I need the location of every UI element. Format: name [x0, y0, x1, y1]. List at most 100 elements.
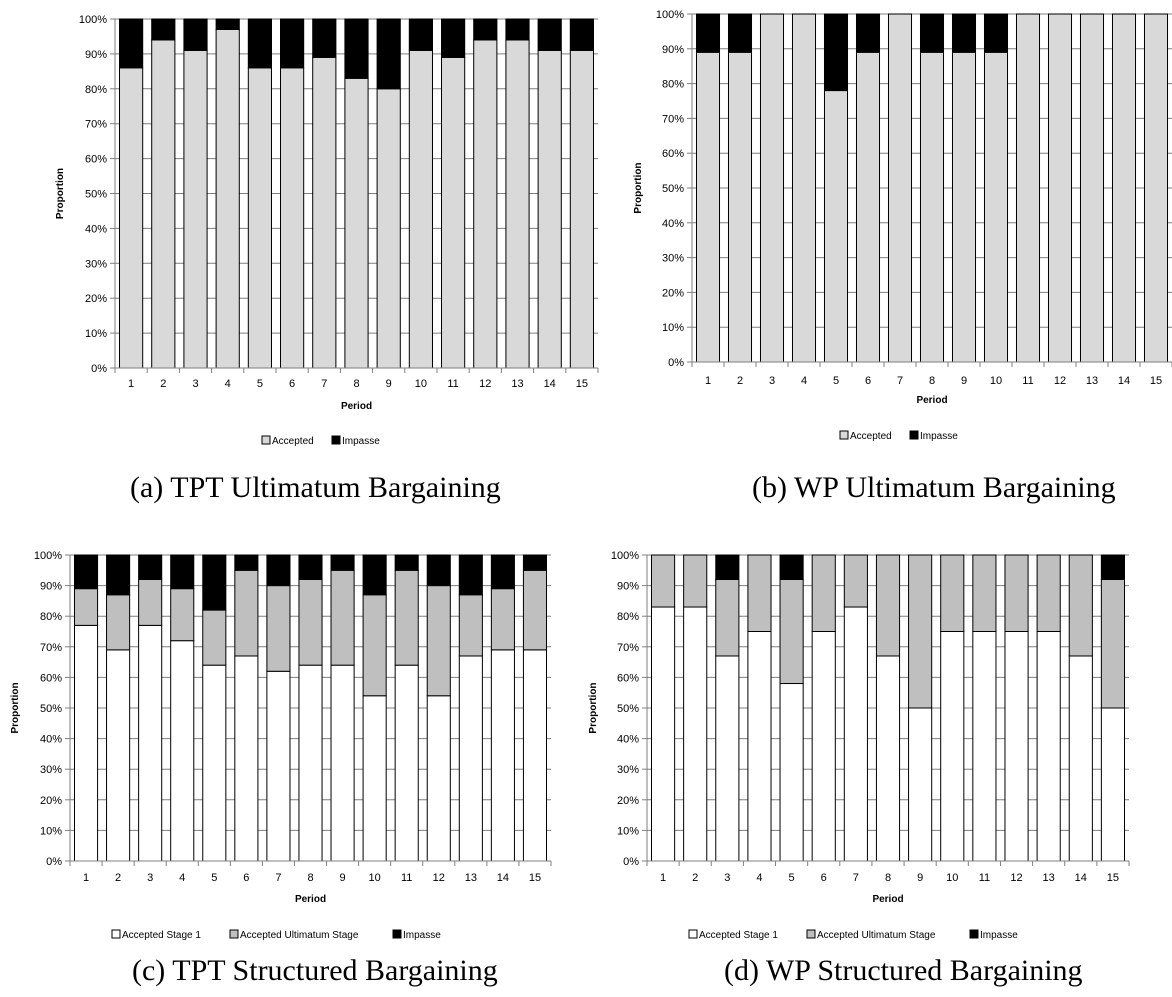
bar-segment-accepted — [312, 56, 337, 369]
y-axis-title: Proportion — [55, 168, 66, 219]
bar-segment-accepted-stage-1 — [811, 631, 836, 862]
bar-segment-impasse — [106, 554, 131, 596]
x-tick-label: 14 — [1118, 375, 1130, 387]
legend-swatch — [969, 929, 979, 939]
y-tick-label: 90% — [40, 581, 62, 593]
chart-panel-1: 0%10%20%30%40%50%60%70%80%90%100%1 2 3 4 5 6 7… — [55, 14, 599, 504]
bar-segment-accepted-ultimatum-stage — [1100, 578, 1126, 709]
bar-segment-accepted-stage-1 — [490, 649, 515, 862]
bar-segment-accepted — [569, 49, 594, 369]
bar-segment-accepted — [1143, 13, 1169, 363]
legend-label: Accepted Ultimatum Stage — [240, 930, 359, 941]
legend-swatch — [111, 929, 121, 939]
bar-segment-impasse — [344, 18, 369, 79]
bar-segment-accepted-stage-1 — [1036, 631, 1061, 862]
bar-segment-accepted — [695, 51, 721, 363]
bar-segment-impasse — [151, 18, 176, 41]
bar-segment-accepted-stage-1 — [234, 655, 259, 862]
y-tick-label: 30% — [662, 253, 684, 265]
x-tick-label: 11 — [401, 872, 412, 884]
x-tick-label: 10 — [369, 872, 381, 884]
bar-segment-impasse — [983, 13, 1009, 53]
bar-segment-accepted — [823, 90, 849, 363]
x-tick-label: 8 — [929, 375, 935, 387]
x-tick-label: 4 — [756, 872, 762, 884]
legend-label: Accepted Ultimatum Stage — [817, 930, 936, 941]
y-tick-label: 30% — [617, 764, 639, 776]
bar-segment-accepted-ultimatum-stage — [875, 554, 901, 657]
bar-segment-accepted-stage-1 — [458, 655, 483, 862]
legend-swatch — [688, 929, 698, 939]
y-tick-label: 40% — [40, 734, 62, 746]
bar-segment-impasse — [441, 18, 466, 58]
y-tick-label: 40% — [662, 218, 684, 230]
y-tick-label: 30% — [40, 764, 62, 776]
x-tick-label: 4 — [179, 872, 185, 884]
x-tick-label: 15 — [1150, 375, 1162, 387]
legend-label: Impasse — [403, 930, 441, 941]
bar-segment-accepted-ultimatum-stage — [106, 594, 131, 651]
y-tick-label: 80% — [40, 611, 62, 623]
x-tick-label: 13 — [511, 378, 523, 390]
bar-segment-accepted-stage-1 — [522, 649, 548, 862]
bar-segment-accepted — [951, 51, 977, 363]
x-tick-label: 10 — [990, 375, 1002, 387]
bar-segment-accepted-ultimatum-stage — [1036, 554, 1061, 632]
bar-segment-accepted — [183, 49, 208, 369]
bar-segment-accepted-stage-1 — [394, 664, 419, 862]
y-tick-label: 80% — [662, 79, 684, 91]
bar-segment-accepted — [1047, 13, 1073, 363]
x-tick-label: 12 — [1010, 872, 1022, 884]
y-tick-label: 0% — [91, 363, 107, 375]
y-tick-label: 30% — [85, 258, 107, 270]
x-tick-label: 3 — [769, 375, 775, 387]
x-tick-label: 11 — [447, 378, 458, 390]
x-tick-label: 10 — [946, 872, 958, 884]
x-tick-label: 1 — [83, 872, 89, 884]
y-axis-title: Proportion — [10, 682, 21, 733]
x-tick-label: 5 — [211, 872, 217, 884]
y-tick-label: 100% — [656, 9, 684, 21]
x-tick-label: 15 — [529, 872, 541, 884]
bar-segment-impasse — [362, 554, 387, 596]
bar-segment-accepted-stage-1 — [715, 655, 740, 862]
x-tick-label: 13 — [1043, 872, 1055, 884]
x-tick-label: 5 — [833, 375, 839, 387]
bar-segment-accepted-ultimatum-stage — [1004, 554, 1029, 632]
bar-segment-impasse — [394, 554, 419, 571]
x-tick-label: 9 — [917, 872, 923, 884]
legend-label: Accepted — [850, 431, 892, 442]
x-tick-label: 11 — [979, 872, 990, 884]
bar-segment-impasse — [569, 18, 594, 51]
bar-segment-impasse — [408, 18, 433, 51]
x-tick-label: 2 — [160, 378, 166, 390]
bar-segment-accepted — [1111, 13, 1137, 363]
figure-caption: (c) TPT Structured Bargaining — [132, 954, 498, 987]
bar-segment-accepted-ultimatum-stage — [811, 554, 836, 632]
x-tick-label: 14 — [544, 378, 556, 390]
bar-segment-accepted-stage-1 — [875, 655, 901, 862]
bar-segment-accepted — [887, 13, 913, 363]
bar-segment-accepted-ultimatum-stage — [426, 585, 451, 697]
legend-swatch — [229, 929, 239, 939]
bar-segment-impasse — [376, 18, 401, 90]
y-tick-label: 50% — [662, 183, 684, 195]
figure-caption: (d) WP Structured Bargaining — [724, 954, 1083, 987]
x-tick-label: 11 — [1022, 375, 1033, 387]
bar-segment-accepted — [119, 67, 144, 369]
x-tick-label: 6 — [243, 872, 249, 884]
x-tick-label: 7 — [897, 375, 903, 387]
bar-segment-impasse — [823, 13, 849, 92]
bar-segment-accepted-stage-1 — [362, 695, 387, 862]
bar-segment-impasse — [727, 13, 753, 53]
y-tick-label: 70% — [617, 642, 639, 654]
figure-caption: (a) TPT Ultimatum Bargaining — [130, 471, 501, 504]
x-tick-label: 8 — [885, 872, 891, 884]
bar-segment-impasse — [426, 554, 451, 587]
bar-segment-accepted-stage-1 — [779, 683, 804, 862]
bar-segment-impasse — [490, 554, 515, 590]
bar-segment-accepted-stage-1 — [138, 624, 163, 862]
bar-segment-accepted-ultimatum-stage — [330, 569, 355, 666]
bar-segment-accepted — [376, 88, 401, 369]
y-tick-label: 0% — [668, 357, 684, 369]
